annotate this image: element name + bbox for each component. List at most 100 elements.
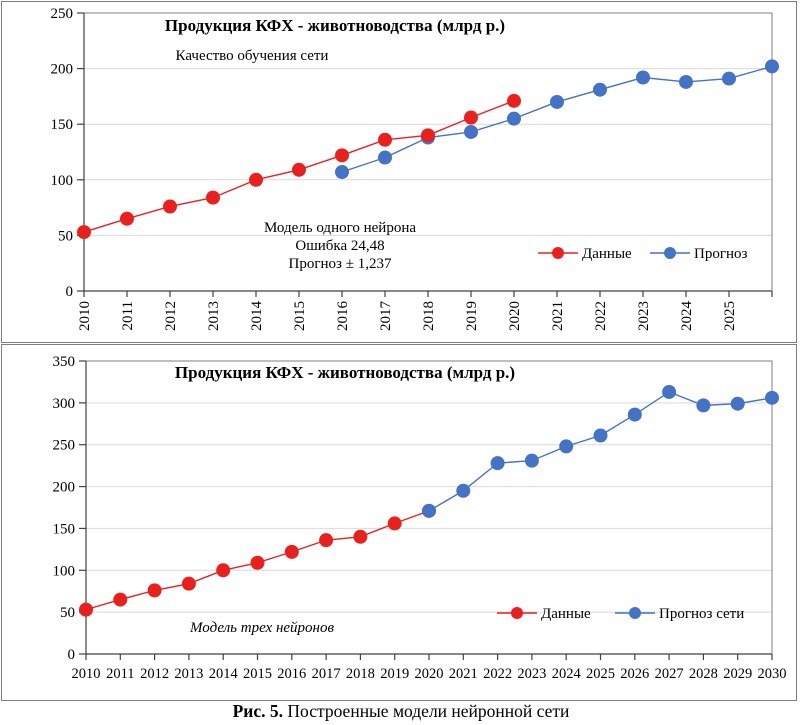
x-tick-label: 2021 (449, 666, 478, 682)
legend-marker (629, 607, 641, 619)
data-series-point (147, 583, 162, 598)
y-tick-label: 300 (53, 396, 76, 412)
forecast-series-point (730, 396, 745, 411)
data-series-point (507, 93, 521, 108)
x-tick-label: 2030 (758, 666, 787, 682)
annotation-line: Модель трех нейронов (189, 620, 334, 636)
data-series-point (284, 544, 299, 559)
forecast-series-point (662, 384, 677, 399)
data-series-point (335, 148, 349, 163)
figure-caption: Рис. 5. Построенные модели нейронной сет… (0, 701, 802, 722)
legend-marker (664, 247, 676, 259)
x-tick-label: 2021 (550, 301, 566, 331)
x-tick-label: 2017 (312, 666, 341, 682)
x-tick-label: 2022 (483, 666, 512, 682)
x-tick-label: 2025 (722, 301, 738, 331)
figure-caption-number: Рис. 5. (232, 701, 284, 721)
forecast-series-point (456, 483, 471, 498)
forecast-series-point (765, 390, 779, 405)
y-tick-label: 150 (51, 117, 74, 133)
forecast-series-point (378, 150, 392, 165)
annotation-line: Ошибка 24,48 (295, 238, 384, 254)
forecast-series-point (627, 407, 642, 422)
data-series-point (464, 110, 478, 125)
x-tick-label: 2013 (206, 301, 222, 331)
y-tick-label: 100 (53, 563, 76, 579)
forecast-series-point (335, 165, 349, 180)
x-tick-label: 2014 (249, 301, 265, 332)
top-chart-panel: 0 50 100 150 200 250 2010 2011 2012 2013 2014 2015 2… (1, 1, 797, 343)
legend-label: Данные (541, 606, 591, 622)
y-tick-label: 100 (51, 173, 74, 189)
forecast-series-point (507, 111, 521, 126)
y-tick-label: 350 (53, 354, 76, 370)
forecast-series-point (679, 74, 693, 89)
forecast-series-point (422, 503, 436, 518)
x-tick-label: 2015 (243, 666, 272, 682)
data-series-point (249, 172, 263, 187)
x-tick-label: 2023 (636, 301, 652, 331)
y-tick-label: 0 (66, 284, 74, 300)
data-series-point (292, 162, 306, 177)
forecast-series-point (765, 59, 779, 74)
x-tick-label: 2016 (335, 301, 351, 332)
y-tick-label: 200 (53, 480, 76, 496)
x-tick-label: 2020 (507, 301, 523, 331)
chart-title: Продукция КФХ - животноводства (млрд р.) (175, 363, 515, 382)
forecast-series-line (341, 65, 773, 173)
x-tick-label: 2024 (679, 301, 695, 332)
annotation-line: Прогноз ± 1,237 (289, 256, 392, 272)
chart-title: Продукция КФХ - животноводства (млрд р.) (165, 16, 505, 35)
data-series-point (120, 211, 134, 226)
forecast-series-point (722, 71, 736, 86)
legend-marker (552, 247, 564, 259)
x-tick-label: 2018 (421, 301, 437, 331)
x-tick-label: 2010 (72, 666, 101, 682)
y-tick-label: 250 (51, 6, 74, 22)
legend-label: Прогноз сети (659, 606, 744, 622)
forecast-series-point (593, 428, 608, 443)
x-tick-label: 2015 (292, 301, 308, 331)
legend-label: Данные (582, 246, 632, 262)
y-tick-label: 50 (58, 228, 73, 244)
x-tick-label: 2020 (415, 666, 444, 682)
bottom-chart-panel: 0 50 100 150 200 250 300 350 2010 2011 2012 2013 201… (1, 344, 797, 701)
data-series-point (421, 128, 435, 143)
x-tick-label: 2023 (517, 666, 546, 682)
legend-label: Прогноз (694, 246, 748, 262)
x-tick-label: 2029 (723, 666, 752, 682)
x-tick-label: 2022 (593, 301, 609, 331)
annotation-line: Модель одного нейрона (264, 220, 416, 236)
forecast-series-point (696, 398, 711, 413)
x-tick-label: 2014 (209, 666, 239, 682)
x-tick-label: 2011 (120, 301, 136, 330)
x-tick-label: 2012 (163, 301, 179, 331)
y-tick-label: 50 (60, 605, 75, 621)
chart-subtitle: Качество обучения сети (176, 48, 329, 64)
x-tick-label: 2026 (620, 666, 649, 682)
data-series-point (216, 563, 231, 578)
y-tick-label: 0 (68, 647, 76, 663)
x-tick-label: 2024 (552, 666, 582, 682)
x-tick-label: 2012 (140, 666, 169, 682)
data-series-point (250, 555, 265, 570)
x-tick-label: 2016 (277, 666, 306, 682)
data-series-point (77, 225, 91, 240)
x-tick-label: 2010 (77, 301, 93, 331)
x-tick-label: 2018 (346, 666, 375, 682)
bottom-chart: 0 50 100 150 200 250 300 350 2010 2011 2012 2013 201… (53, 354, 787, 682)
data-series-point (206, 190, 220, 205)
data-series-point (181, 576, 196, 591)
data-series-point (387, 516, 402, 531)
forecast-series-point (464, 124, 478, 139)
y-tick-label: 150 (53, 521, 76, 537)
y-tick-label: 200 (51, 62, 74, 78)
data-series-point (79, 602, 93, 617)
forecast-series-point (636, 70, 650, 85)
forecast-series-point (524, 453, 539, 468)
data-series-point (353, 529, 368, 544)
y-tick-label: 250 (53, 438, 76, 454)
forecast-series-line (428, 391, 773, 512)
x-tick-label: 2025 (586, 666, 615, 682)
data-series-point (378, 132, 392, 147)
